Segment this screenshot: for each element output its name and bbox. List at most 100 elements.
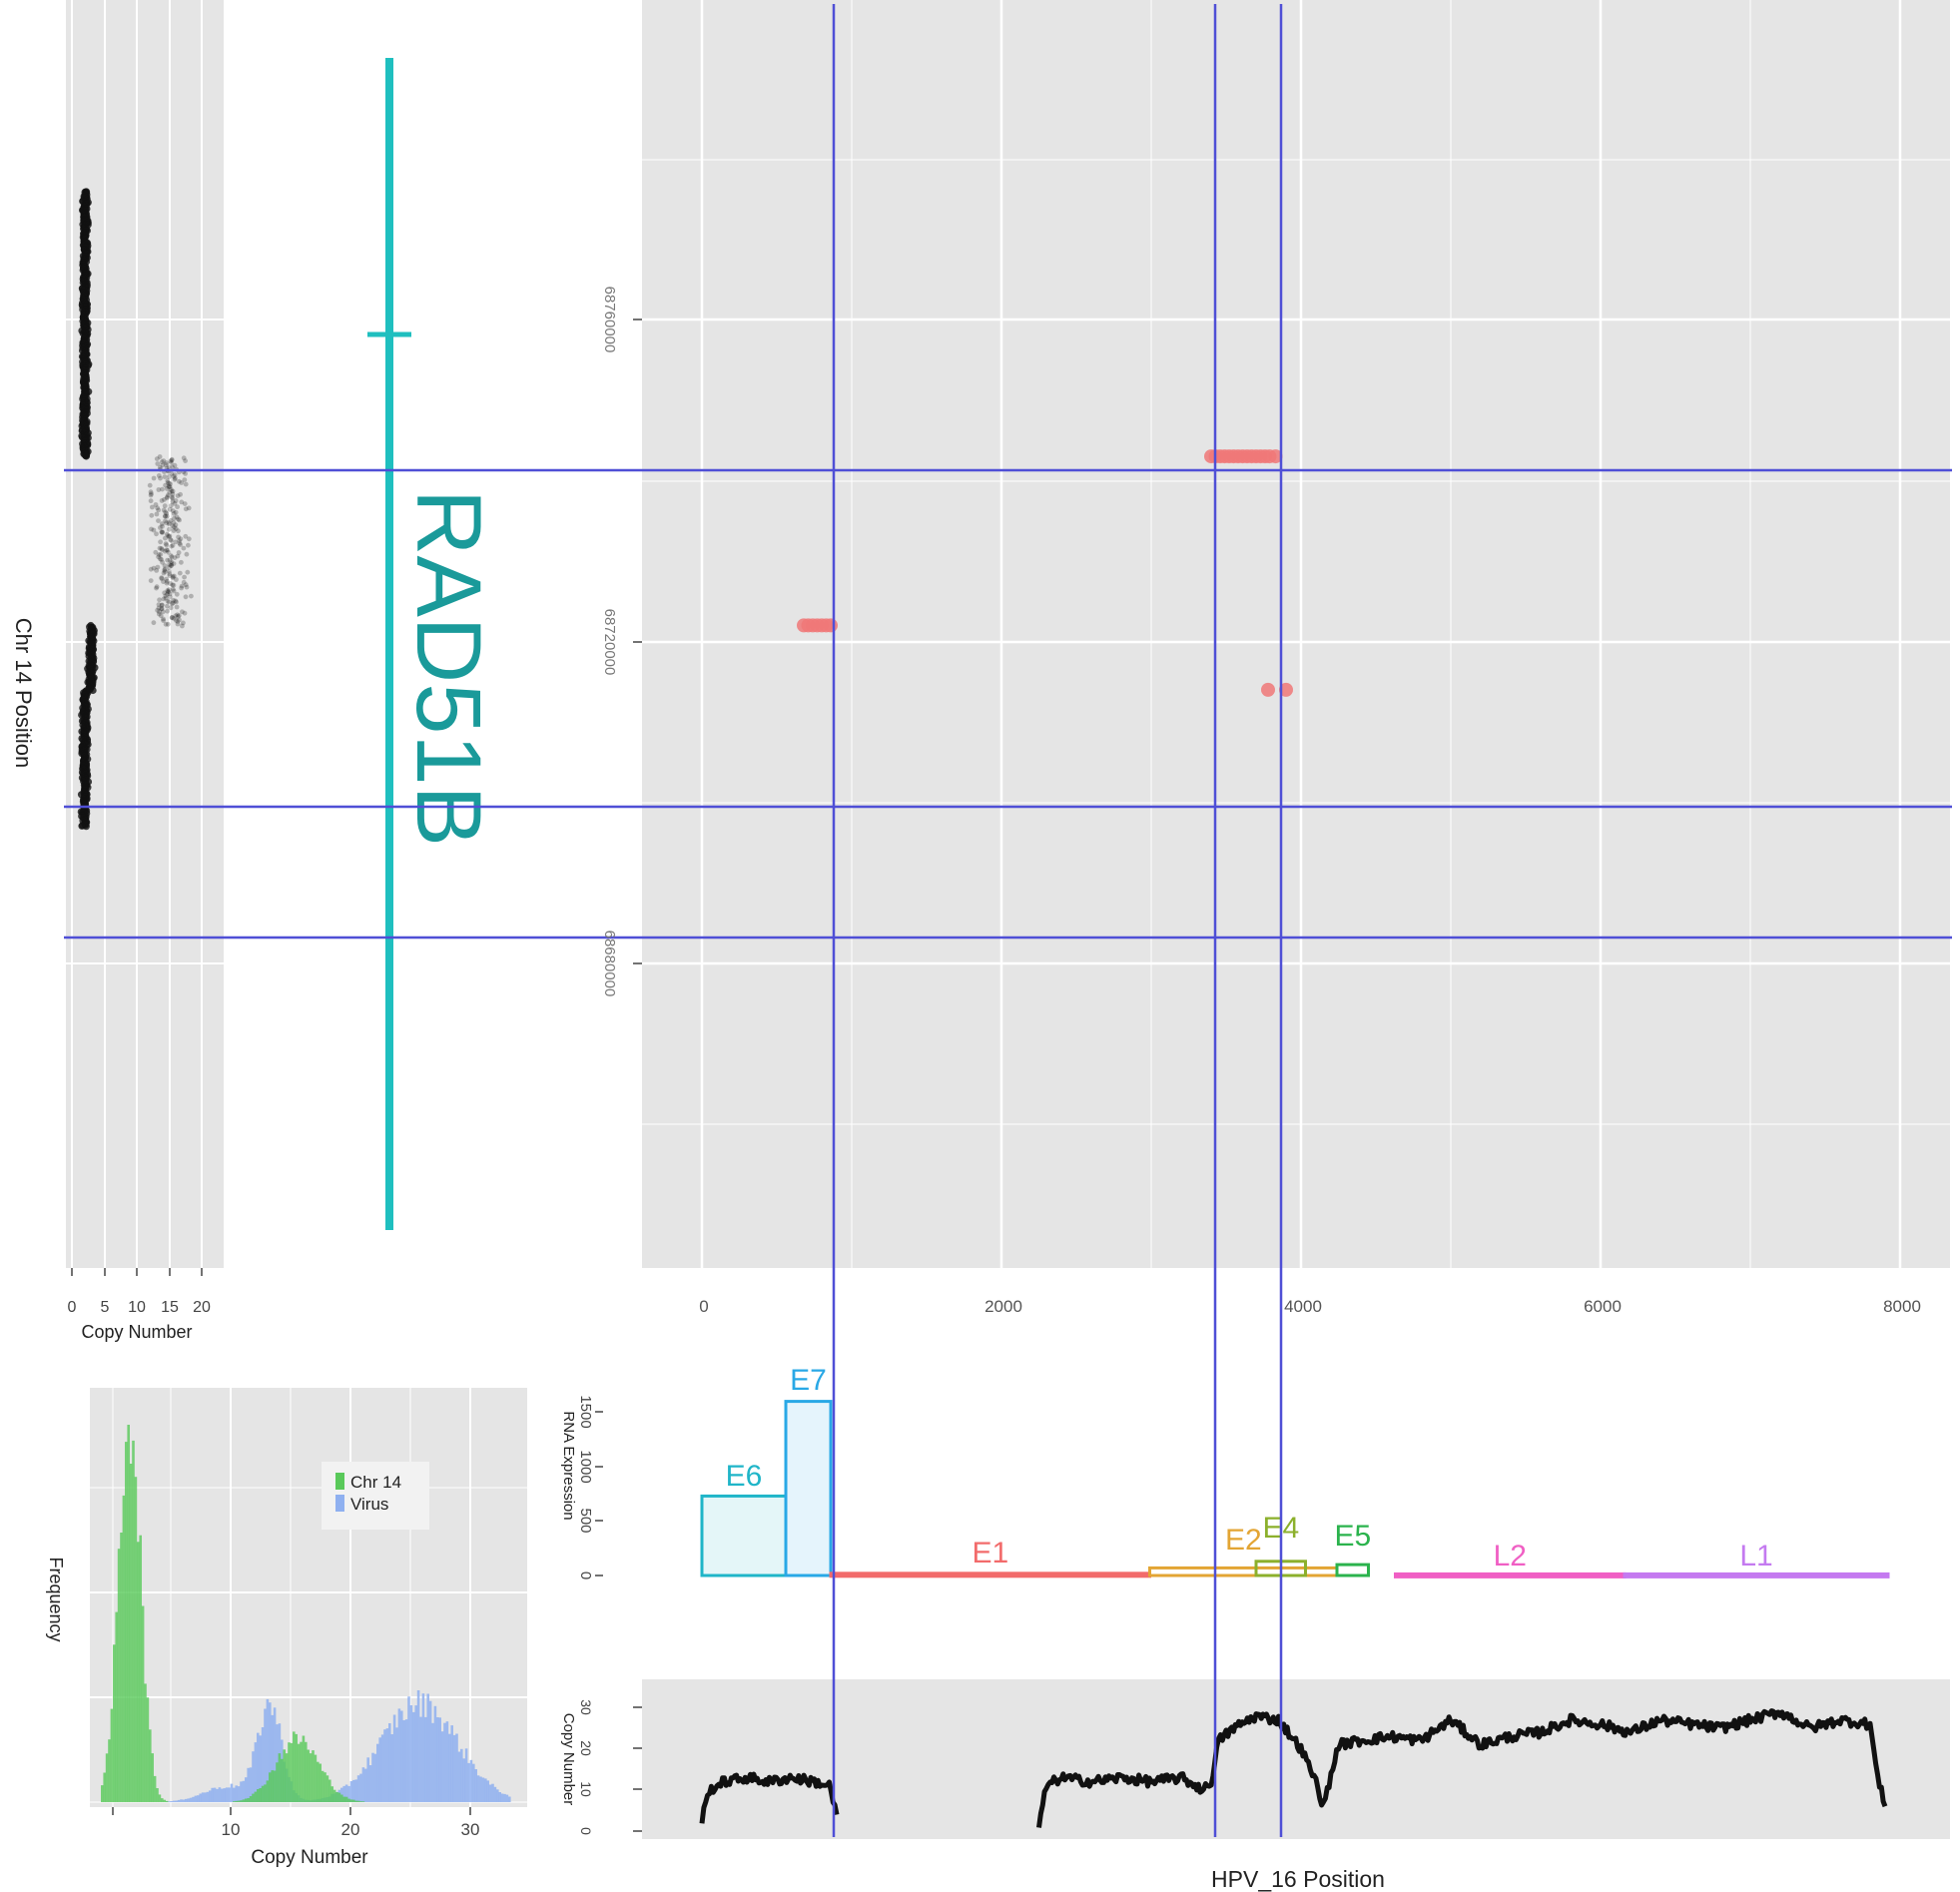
- hist-bar-virus: [221, 1788, 224, 1802]
- hist-bar-virus: [368, 1765, 372, 1802]
- scatter-y-ticks: 68760000 68720000 68680000: [601, 287, 618, 997]
- hist-bar-chr-14: [340, 1794, 343, 1802]
- hist-bar-virus: [361, 1767, 365, 1802]
- cn-point: [167, 506, 173, 512]
- hist-bar-virus: [201, 1792, 205, 1802]
- cn-point: [173, 522, 179, 528]
- hist-bar-chr-14: [302, 1735, 306, 1802]
- hist-bar-chr-14: [293, 1731, 296, 1802]
- cn-point: [167, 521, 172, 527]
- cn-point: [151, 565, 157, 571]
- cn-point: [164, 520, 170, 526]
- cn-point: [184, 551, 190, 557]
- svg-text:0: 0: [68, 1299, 77, 1316]
- gene-label: RAD51B: [397, 489, 499, 847]
- cn-point: [158, 475, 163, 481]
- hist-bar-chr-14: [249, 1796, 253, 1802]
- cn-point: [167, 591, 173, 597]
- gene-label-e7: E7: [790, 1364, 827, 1397]
- cn-point: [164, 510, 170, 516]
- hist-bar-chr-14: [326, 1775, 329, 1802]
- cn-point: [158, 613, 164, 619]
- cn-point: [176, 534, 182, 540]
- cn-point: [169, 561, 175, 567]
- chr14-copy-number-points: [77, 188, 194, 831]
- cn-point: [170, 499, 176, 504]
- hist-bar-chr-14: [115, 1611, 118, 1802]
- cn-point: [161, 616, 166, 622]
- x-tick-4000: 4000: [1284, 1297, 1322, 1316]
- hist-bar-virus: [385, 1728, 389, 1802]
- svg-text:1000: 1000: [577, 1450, 594, 1483]
- junction-point-23: [1279, 682, 1293, 697]
- legend-swatch-virus: [335, 1495, 344, 1512]
- hist-bar-chr-14: [300, 1741, 303, 1802]
- hist-bar-chr-14: [332, 1789, 336, 1802]
- cn-point: [166, 549, 172, 555]
- hist-bar-chr-14: [305, 1741, 308, 1802]
- cn-point: [162, 497, 167, 502]
- junction-point-22: [1261, 682, 1275, 697]
- hist-bar-chr-14: [101, 1785, 104, 1802]
- hist-bar-virus: [457, 1751, 461, 1802]
- hist-bar-virus: [414, 1705, 417, 1802]
- hist-bar-chr-14: [125, 1442, 128, 1802]
- cn-point: [182, 477, 188, 482]
- cn-point: [164, 542, 170, 548]
- cn-point: [159, 498, 165, 503]
- cn-point: [168, 581, 174, 586]
- cn-point: [171, 528, 177, 533]
- hist-bar-chr-14: [139, 1535, 142, 1802]
- hpv-cn-line-0: [699, 1771, 840, 1824]
- hist-bar-chr-14: [108, 1739, 111, 1802]
- cn-point: [157, 597, 163, 603]
- cn-point: [166, 484, 172, 490]
- cn-point: [183, 481, 189, 487]
- cn-point: [178, 491, 184, 497]
- svg-text:20: 20: [578, 1740, 594, 1756]
- junction-point-21: [824, 618, 838, 633]
- hist-bar-virus: [170, 1801, 174, 1802]
- cn-point: [165, 494, 171, 499]
- cn-point: [172, 524, 177, 530]
- hist-bar-virus: [371, 1752, 374, 1802]
- cn-point: [161, 458, 167, 463]
- breakpoint-lines: [64, 4, 1952, 1837]
- hist-bar-virus: [383, 1729, 386, 1802]
- hist-bar-chr-14: [103, 1772, 106, 1802]
- cn-point: [176, 613, 182, 618]
- cn-point: [175, 493, 181, 498]
- cn-point: [168, 563, 174, 568]
- cn-point: [175, 553, 181, 559]
- hist-bar-virus: [402, 1720, 405, 1802]
- cn-point: [186, 536, 192, 542]
- hist-bar-virus: [407, 1696, 410, 1802]
- junction-point-14: [1268, 449, 1283, 464]
- hist-bar-virus: [460, 1748, 463, 1802]
- hist-bar-chr-14: [259, 1788, 262, 1802]
- hist-bar-virus: [426, 1693, 429, 1802]
- cn-point: [154, 585, 159, 591]
- hist-bar-virus: [254, 1742, 258, 1802]
- cn-point: [159, 602, 165, 608]
- cn-point: [170, 615, 175, 620]
- gene-box-e1: [829, 1572, 1151, 1578]
- hist-bar-virus: [450, 1725, 453, 1802]
- cn-point: [163, 541, 169, 546]
- cn-point: [155, 564, 161, 570]
- cn-point: [179, 480, 185, 485]
- cn-point: [179, 583, 185, 589]
- cn-point: [159, 546, 165, 551]
- cn-point: [151, 475, 157, 481]
- hist-bar-virus: [438, 1717, 441, 1802]
- svg-text:0: 0: [577, 1572, 594, 1579]
- hist-bar-virus: [467, 1762, 470, 1802]
- hist-bar-chr-14: [361, 1801, 365, 1802]
- rad51b-gene-track: [367, 58, 411, 1230]
- svg-text:30: 30: [461, 1820, 480, 1839]
- cn-point: [159, 529, 165, 535]
- cn-point: [176, 528, 181, 534]
- hist-bar-chr-14: [309, 1753, 313, 1802]
- hist-bar-virus: [356, 1775, 360, 1802]
- cn-point: [149, 491, 154, 496]
